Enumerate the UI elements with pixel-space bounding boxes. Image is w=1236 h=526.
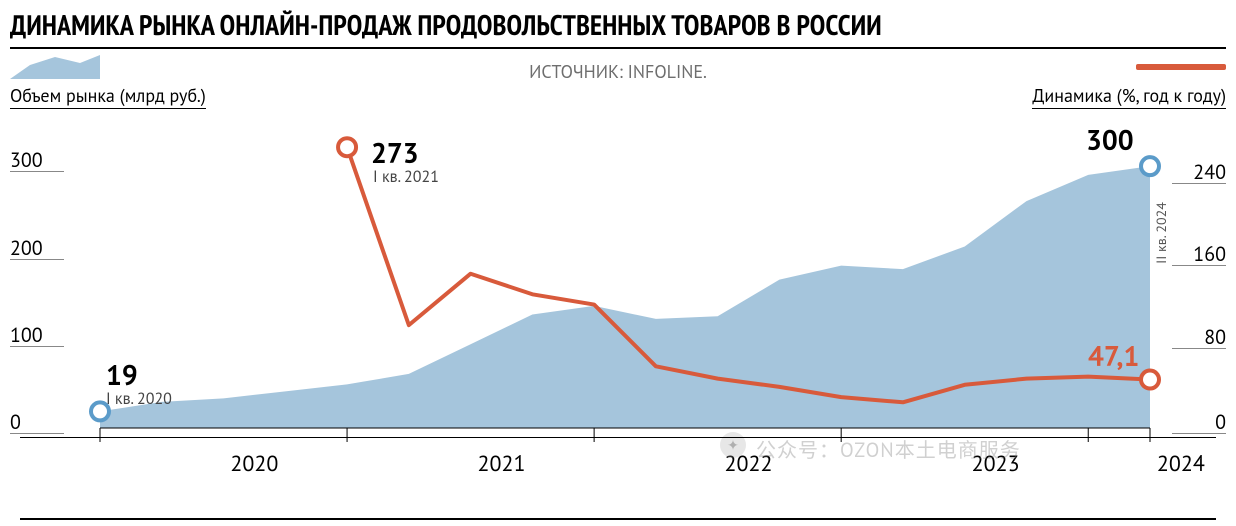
title-rule: [10, 47, 1226, 49]
y-left-tick-300: 300: [10, 150, 64, 172]
legend-right-label: Динамика (%, год к году): [1032, 84, 1226, 109]
y-left-tick-100: 100: [10, 325, 64, 347]
watermark-text: 公众号：OZON本土电商服务: [756, 434, 1021, 463]
callout-area-end-sub: II кв. 2024: [1152, 202, 1170, 264]
watermark-icon: ✦: [720, 432, 746, 458]
x-label-2024: 2024: [1157, 450, 1205, 478]
callout-line-start-sub: I кв. 2021: [373, 169, 439, 185]
y-right-tick-240: 240: [1172, 162, 1226, 184]
legend-area-swatch: [10, 53, 100, 79]
chart-svg: [10, 118, 1226, 518]
y-right-tick-0: 0: [1172, 412, 1226, 434]
y-right-tick-80: 80: [1172, 327, 1226, 349]
x-axis-rule: [20, 437, 1216, 438]
chart-area: [10, 118, 1226, 518]
x-label-2021: 2021: [477, 450, 525, 478]
bottom-rule: [20, 518, 1216, 520]
chart-title: ДИНАМИКА РЫНКА ОНЛАЙН-ПРОДАЖ ПРОДОВОЛЬСТ…: [0, 0, 1236, 47]
area-series: [100, 166, 1150, 428]
legend-left-label: Объем рынка (млрд руб.): [10, 84, 206, 109]
y-left-tick-200: 200: [10, 238, 64, 260]
x-label-2020: 2020: [230, 450, 278, 478]
legend-line-swatch: [1136, 64, 1226, 70]
callout-area-end-value: 300: [1086, 126, 1134, 154]
callout-area-start-sub: I кв. 2020: [106, 391, 172, 407]
callout-line-start-value: 273: [371, 139, 419, 167]
y-left-tick-0: 0: [10, 412, 64, 434]
callout-area-start-value: 19: [106, 361, 138, 389]
callout-line-end-value: 47,1: [1088, 342, 1139, 370]
source-label: ИСТОЧНИК: INFOLINE.: [0, 60, 1236, 83]
y-right-tick-160: 160: [1172, 244, 1226, 266]
